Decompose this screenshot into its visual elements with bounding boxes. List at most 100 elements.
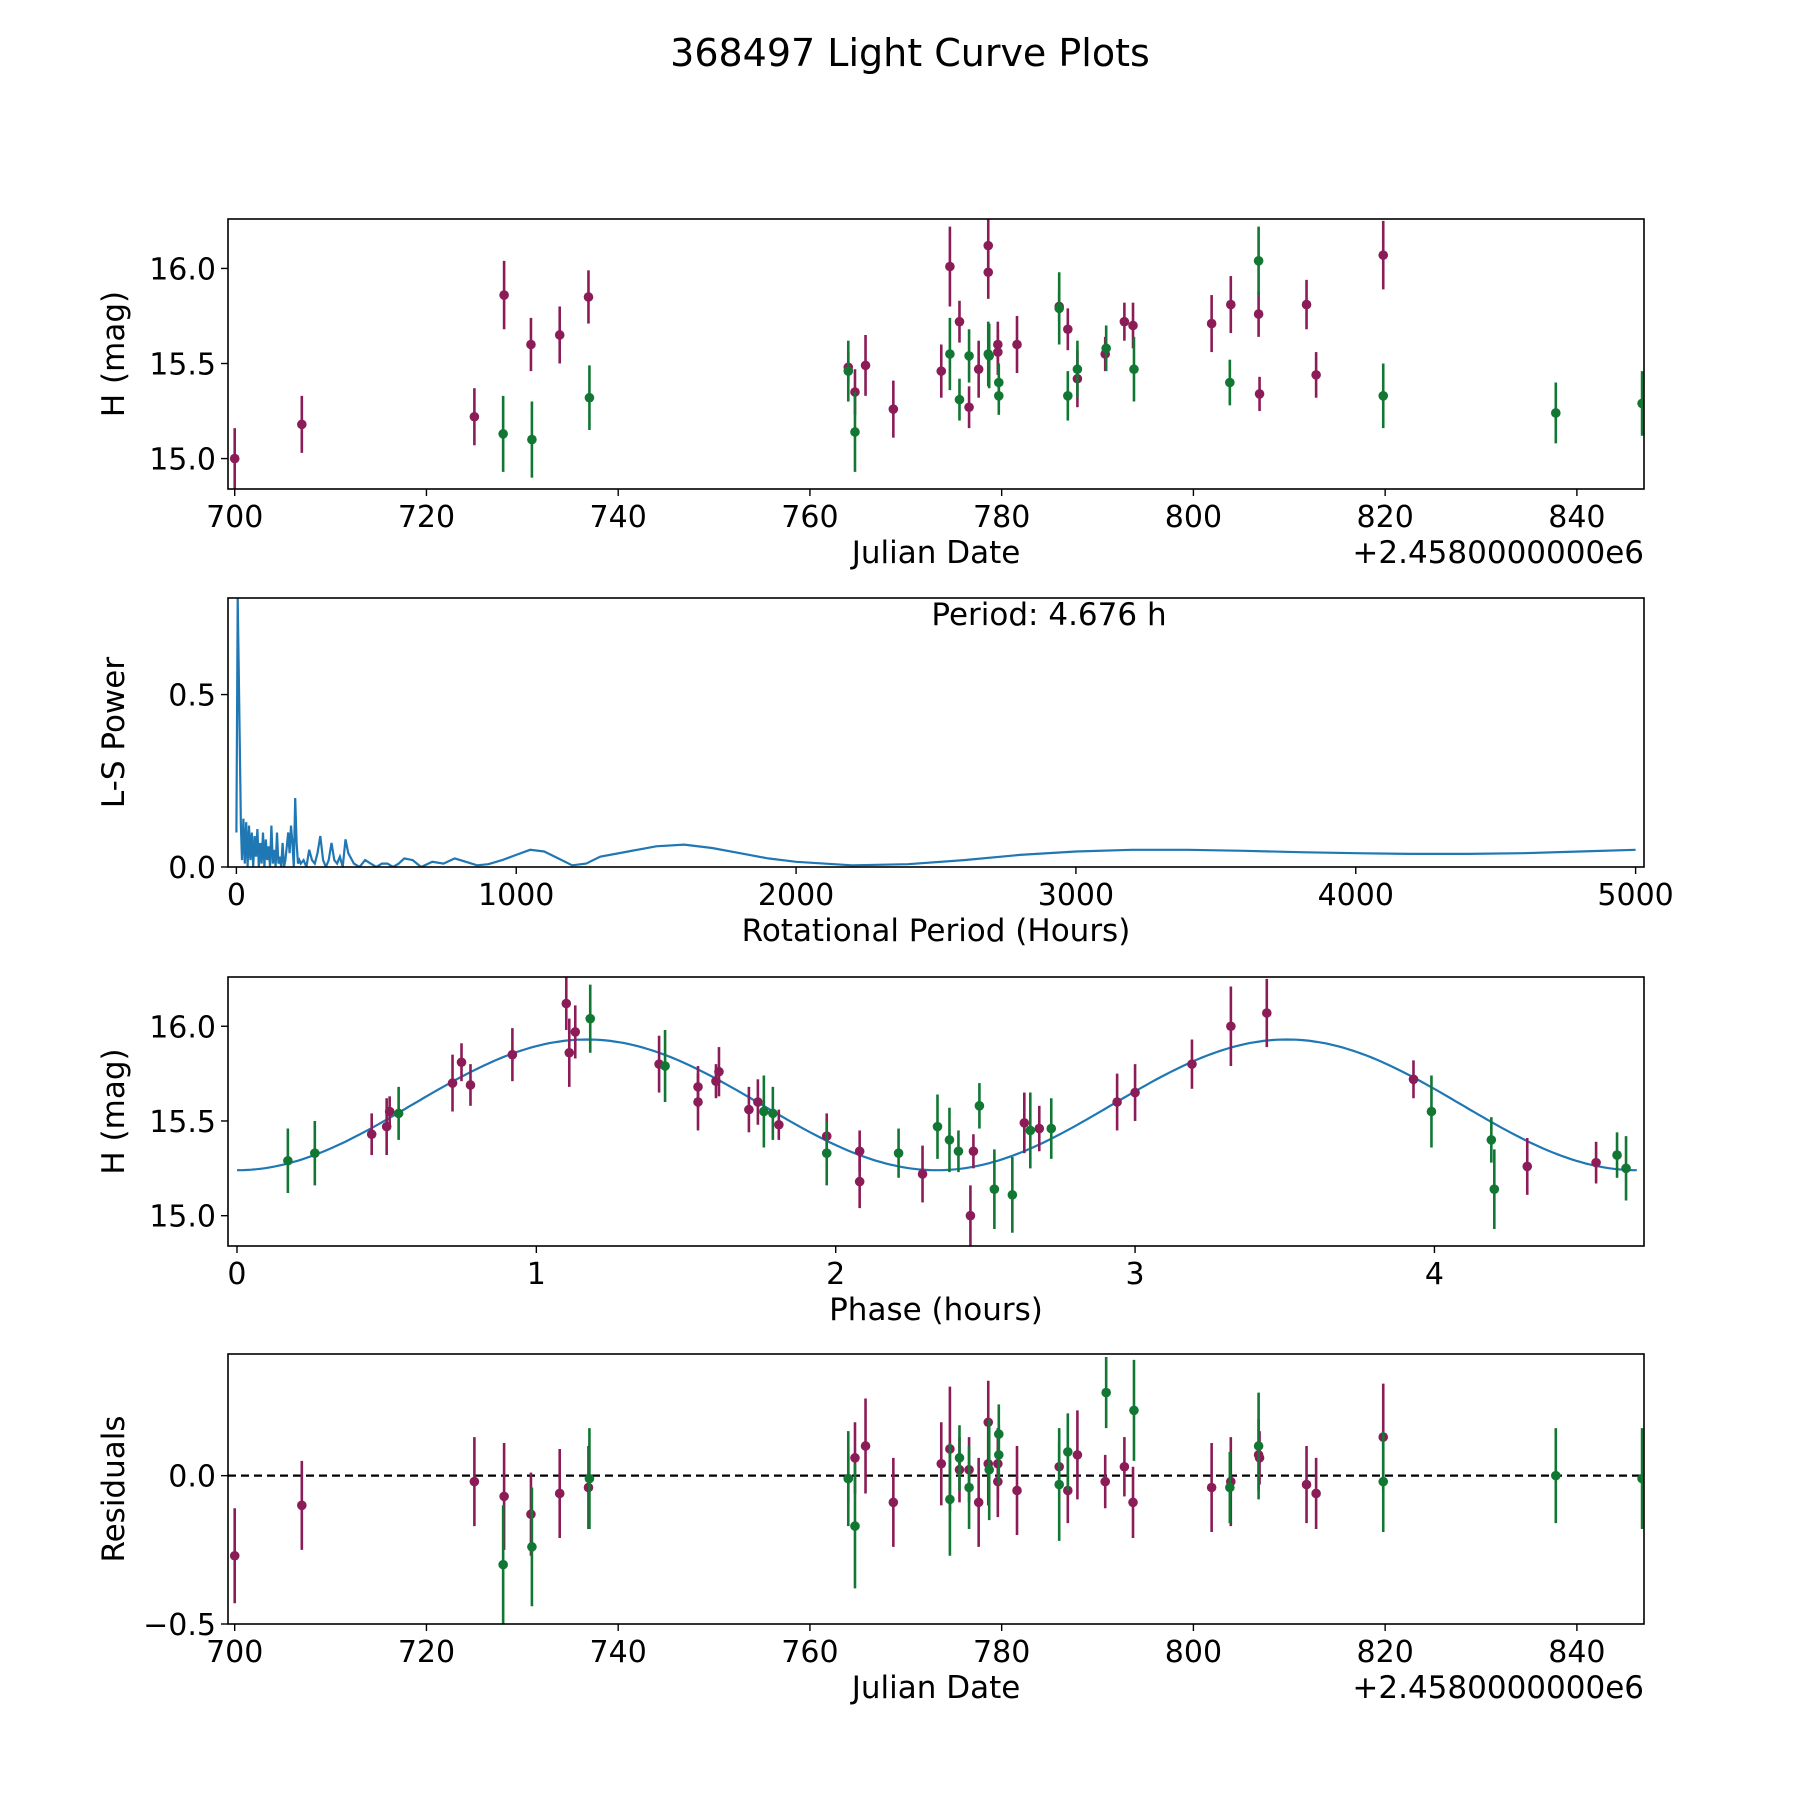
x-axis-label: Julian Date — [850, 1670, 1021, 1706]
data-point-filter-b — [964, 329, 974, 383]
plot-area — [229, 219, 1644, 489]
marker — [759, 1106, 769, 1117]
data-point-filter-b — [759, 1075, 769, 1148]
x-tick-label: 1000 — [478, 878, 554, 913]
x-tick-label: 1 — [527, 1257, 546, 1292]
data-point-filter-b — [584, 1428, 595, 1530]
data-point-filter-b — [1637, 1428, 1644, 1530]
phased-curve-panel: 0 1 2 3 4 15.0 15.5 16.0 Phase (hours) H (mag) — [96, 976, 1645, 1328]
data-point-filter-a — [1063, 308, 1073, 351]
plot-area — [237, 977, 1637, 1246]
data-point-filter-b — [945, 1443, 955, 1556]
data-point-filter-a — [1012, 1445, 1022, 1535]
data-point-filter-b — [585, 984, 596, 1053]
plot-area — [228, 1356, 1644, 1624]
marker — [984, 1464, 995, 1475]
x-tick-label: 760 — [781, 500, 838, 535]
data-point-filter-a — [1311, 1457, 1321, 1530]
data-point-filter-a — [499, 260, 509, 330]
marker — [1408, 1074, 1419, 1085]
data-point-filter-a — [936, 1422, 947, 1506]
axes-frame — [227, 1353, 1645, 1625]
data-point-filter-b — [953, 1130, 964, 1173]
data-point-filter-a — [456, 1043, 467, 1082]
x-tick-label: 760 — [781, 1635, 838, 1670]
x-tick-label: 800 — [1165, 500, 1222, 535]
marker — [469, 1476, 480, 1487]
data-point-filter-b — [993, 376, 1004, 415]
data-point-filter-a — [1119, 302, 1130, 341]
data-point-filter-b — [527, 401, 537, 478]
y-tick-label: −0.5 — [143, 1608, 216, 1643]
marker — [1046, 1123, 1057, 1134]
marker — [465, 1080, 476, 1090]
data-point-filter-a — [1019, 1092, 1030, 1154]
data-point-filter-b — [1046, 1098, 1057, 1159]
data-point-filter-a — [1378, 220, 1389, 290]
data-point-filter-b — [1063, 371, 1073, 421]
marker — [1550, 408, 1561, 418]
data-point-filter-b — [850, 392, 860, 472]
marker — [984, 351, 995, 361]
x-tick-label: 780 — [973, 1635, 1030, 1670]
data-point-filter-b — [1054, 272, 1064, 345]
marker — [1128, 320, 1138, 331]
x-tick-label: 780 — [973, 500, 1030, 535]
marker — [499, 290, 509, 300]
marker — [1063, 1447, 1073, 1457]
marker — [1119, 316, 1130, 327]
marker — [854, 1176, 865, 1187]
marker — [1187, 1059, 1197, 1069]
data-point-filter-b — [850, 1463, 860, 1589]
data-point-filter-b — [1550, 382, 1561, 444]
data-point-filter-a — [1253, 291, 1264, 337]
marker — [850, 1521, 860, 1531]
marker — [554, 330, 565, 340]
marker — [1101, 343, 1111, 354]
data-point-filter-b — [984, 323, 995, 389]
data-point-filter-a — [1072, 1410, 1083, 1500]
marker — [1129, 1405, 1139, 1416]
marker — [860, 360, 871, 371]
marker — [1254, 389, 1265, 399]
marker — [1301, 1479, 1312, 1490]
data-point-filter-a — [1301, 279, 1312, 330]
data-point-filter-b — [1101, 325, 1111, 372]
marker — [564, 1047, 575, 1058]
data-point-filter-b — [283, 1128, 293, 1193]
marker — [660, 1061, 670, 1071]
residuals-panel: 700 720 740 760 780 800 820 840 −0.5 0.0 Julian Da… — [96, 1353, 1645, 1706]
x-tick-label: 740 — [590, 500, 647, 535]
data-point-filter-a — [1100, 1454, 1111, 1509]
marker — [973, 364, 984, 375]
data-point-filter-b — [932, 1094, 943, 1159]
data-point-filter-a — [1034, 1105, 1045, 1152]
marker — [945, 349, 955, 359]
data-point-filter-a — [229, 428, 240, 489]
data-point-filter-b — [843, 1431, 854, 1527]
marker — [1128, 1497, 1138, 1508]
light-curve-panel: 700 720 740 760 780 800 820 840 15.0 15.5 16.0 Juli… — [96, 218, 1645, 571]
data-point-filter-a — [507, 1028, 518, 1082]
data-point-filter-b — [1129, 1359, 1139, 1461]
x-tick-label: 4000 — [1318, 878, 1394, 913]
y-tick-label: 15.0 — [149, 1200, 216, 1235]
marker — [964, 1482, 974, 1493]
data-point-filter-b — [1007, 1156, 1018, 1233]
data-point-filter-b — [1225, 359, 1235, 406]
data-point-filter-a — [1254, 376, 1265, 412]
marker — [1591, 1157, 1601, 1168]
marker — [1522, 1161, 1533, 1172]
marker — [526, 339, 536, 350]
y-tick-label: 0.0 — [168, 851, 216, 886]
marker — [744, 1104, 754, 1115]
x-offset-label: +2.4580000000e6 — [1352, 535, 1644, 571]
data-point-filter-b — [1486, 1117, 1497, 1163]
data-point-filter-a — [860, 334, 871, 396]
y-tick-label: 15.5 — [149, 1105, 216, 1140]
x-tick-label: 0 — [227, 1257, 246, 1292]
marker — [953, 1146, 964, 1157]
data-point-filter-a — [965, 1185, 976, 1246]
periodogram-line — [235, 598, 1636, 867]
marker — [850, 427, 860, 437]
